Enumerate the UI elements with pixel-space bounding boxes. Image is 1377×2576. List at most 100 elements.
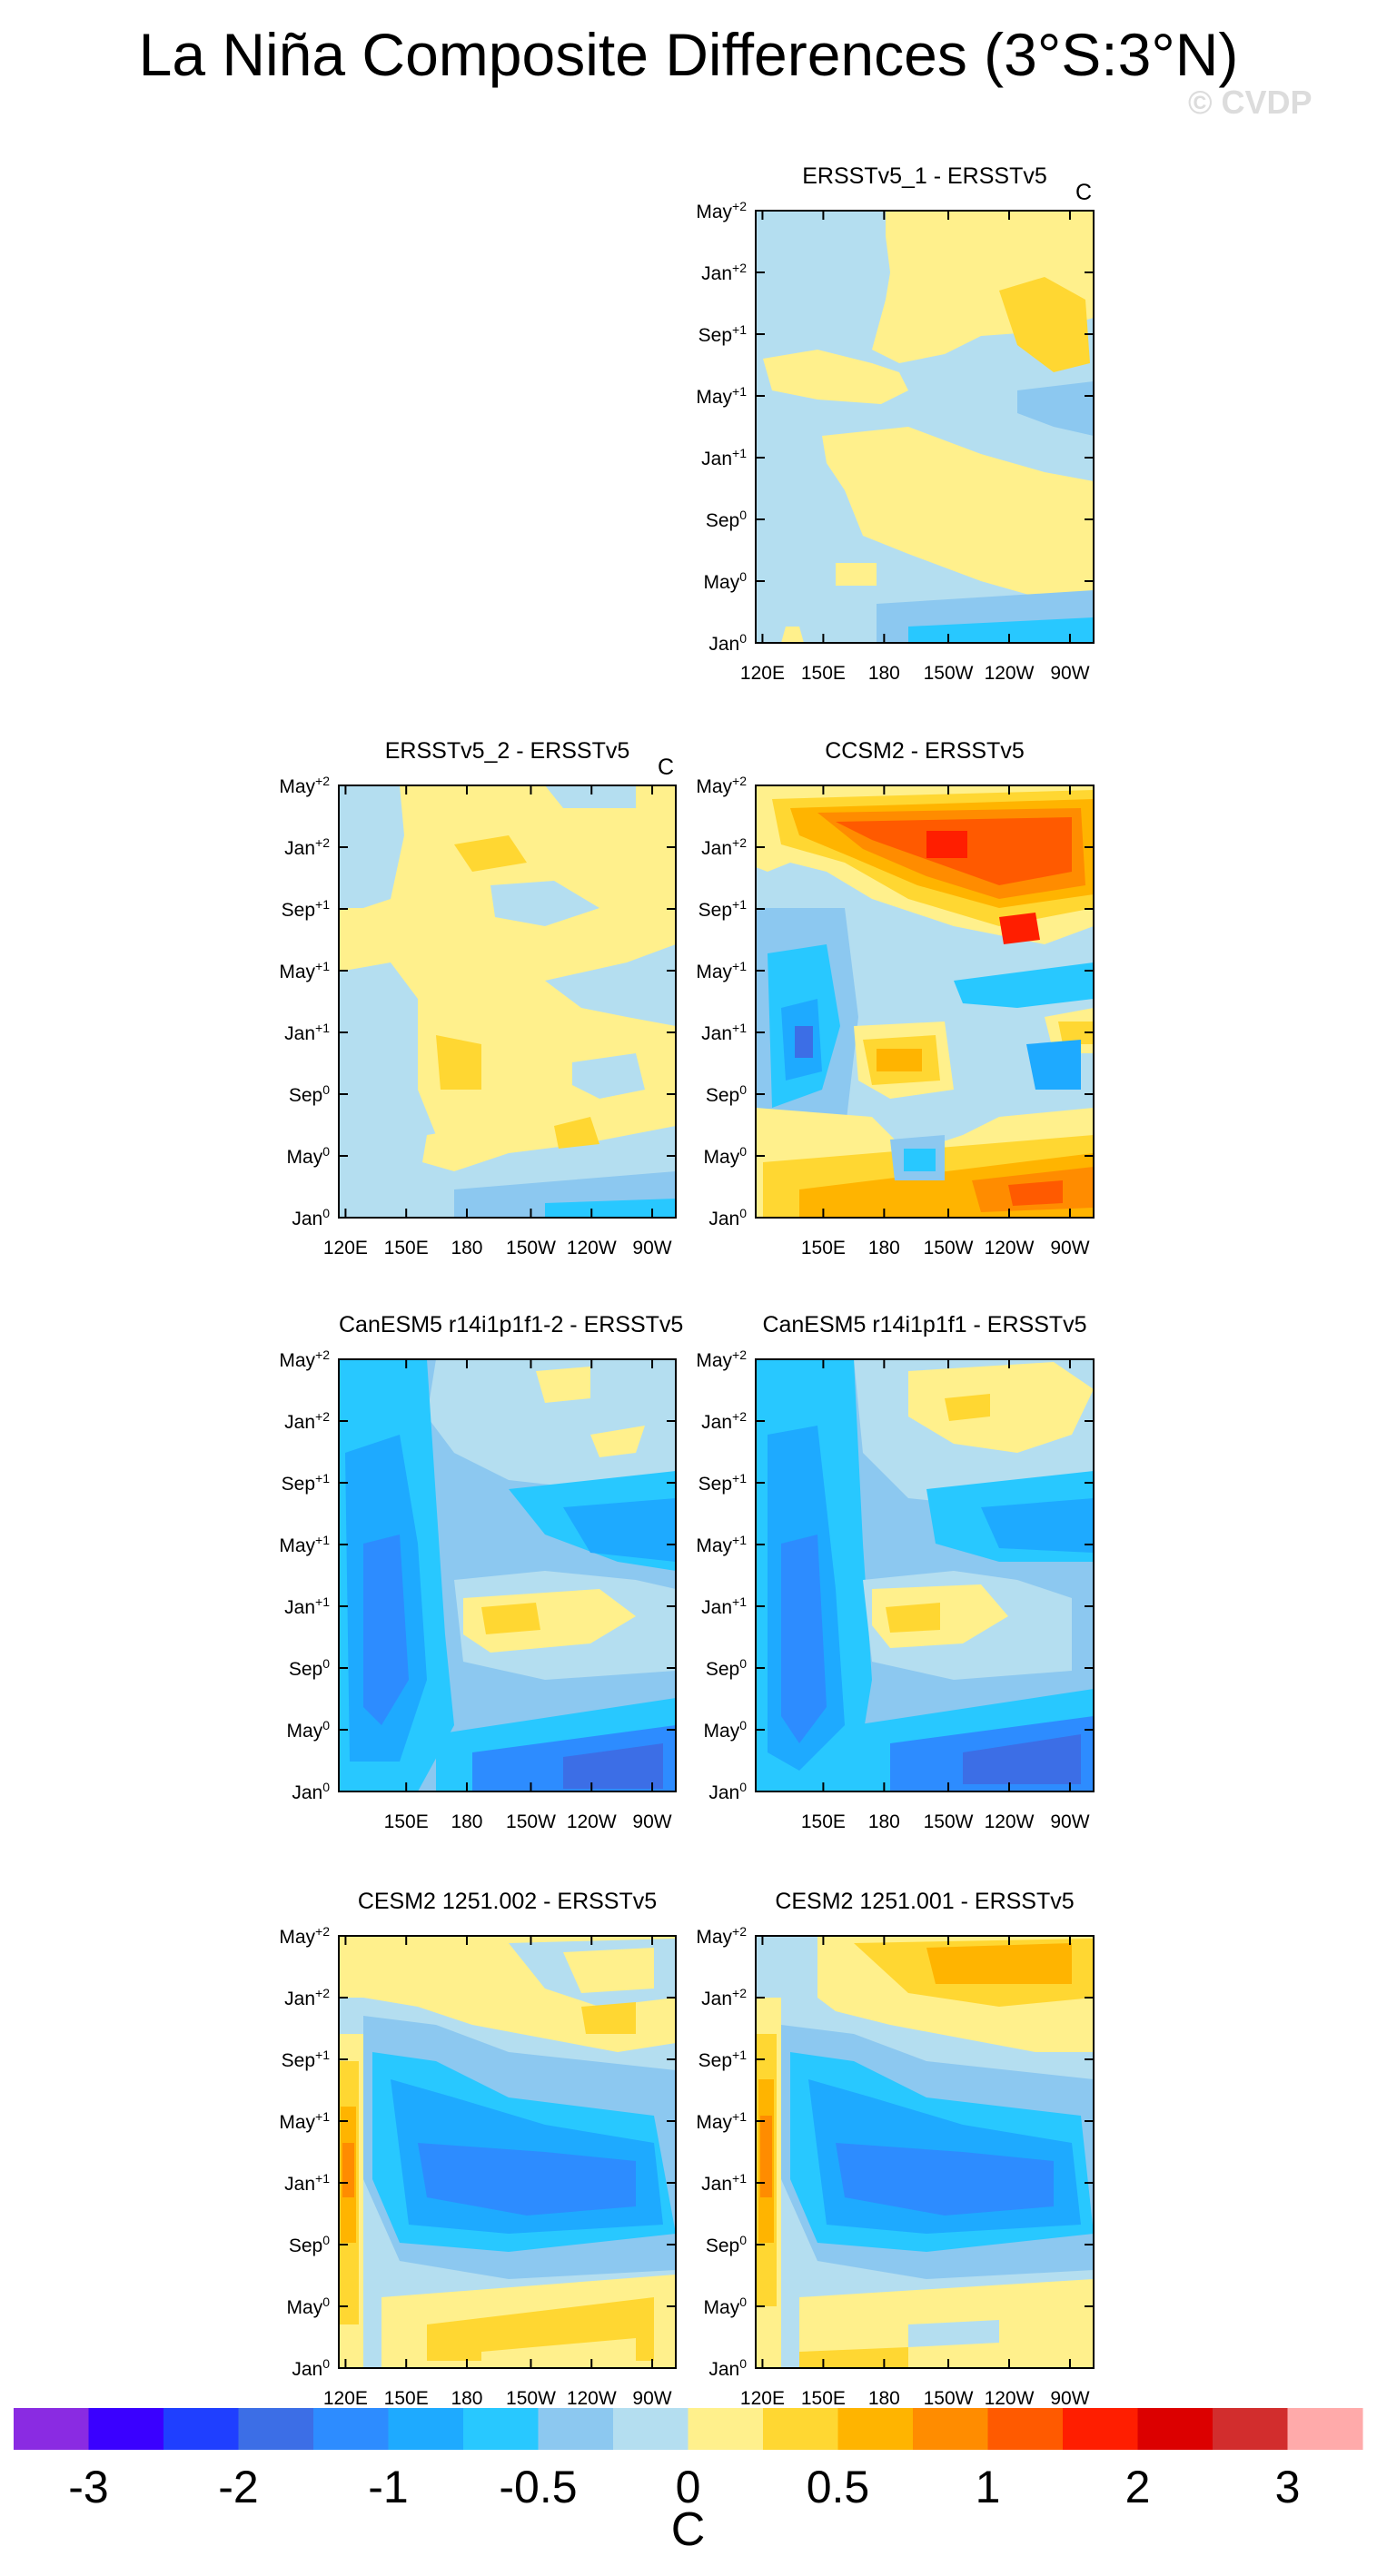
x-tick-label: 150W	[506, 1811, 556, 1832]
y-tick-label: Sep0	[683, 2233, 747, 2257]
colorbar-swatch	[1063, 2408, 1138, 2450]
x-tick-label: 180	[867, 1811, 900, 1832]
y-tick-month: May	[696, 1927, 733, 1948]
y-tick-label: Jan0	[266, 1780, 330, 1804]
y-tick-month: Sep	[288, 2235, 323, 2256]
y-tick-year: +2	[732, 261, 747, 275]
colorbar-swatch	[837, 2408, 914, 2450]
panel-frame	[755, 210, 1095, 644]
colorbar-swatch	[1213, 2408, 1288, 2450]
y-tick-year: +1	[315, 2109, 330, 2124]
x-tick-label: 150E	[800, 663, 846, 684]
y-tick-month: Jan	[708, 2359, 740, 2380]
panel-title: CanESM5 r14i1p1f1-2 - ERSSTv5	[339, 1312, 684, 1337]
y-tick-month: Jan	[701, 838, 733, 859]
y-tick-year: +1	[732, 2109, 747, 2124]
y-tick-month: Sep	[698, 900, 733, 921]
y-tick-month: Jan	[701, 1412, 733, 1433]
y-tick-year: 0	[322, 2233, 330, 2247]
panel-frame	[755, 1358, 1095, 1792]
y-tick-label: Sep+1	[683, 897, 747, 922]
x-tick-label: 90W	[1050, 663, 1090, 684]
y-tick-year: +1	[732, 446, 747, 460]
y-tick-month: May	[696, 2112, 733, 2133]
y-tick-month: Jan	[701, 2174, 733, 2195]
y-tick-month: May	[279, 1927, 316, 1948]
y-tick-year: 0	[322, 2295, 330, 2309]
y-tick-year: 0	[739, 569, 747, 584]
y-tick-label: Sep0	[683, 508, 747, 532]
y-tick-month: May	[696, 1350, 733, 1371]
y-tick-month: Jan	[701, 1989, 733, 2009]
heatmap-panel-canesm5	[756, 1359, 1094, 1791]
heatmap-panel-canesm5-2	[339, 1359, 676, 1791]
y-tick-label: Sep0	[683, 1656, 747, 1681]
y-tick-year: 0	[322, 2356, 330, 2371]
y-tick-month: May	[696, 1535, 733, 1556]
panel-title: CCSM2 - ERSSTv5	[825, 738, 1025, 764]
colorbar-tick-label: -1	[368, 2462, 409, 2512]
y-tick-year: +1	[732, 1594, 747, 1609]
y-tick-month: Jan	[284, 838, 316, 859]
x-tick-label: 150W	[923, 1811, 974, 1832]
y-tick-month: May	[703, 2297, 740, 2318]
x-tick-label: 150E	[800, 1811, 846, 1832]
x-tick-label: 120E	[322, 2388, 368, 2409]
x-tick-label: 120E	[739, 663, 785, 684]
y-tick-year: +2	[315, 1347, 330, 1362]
y-tick-month: Jan	[701, 1023, 733, 1044]
y-tick-label: Sep+1	[683, 2048, 747, 2072]
y-tick-label: Sep+1	[683, 1471, 747, 1495]
y-tick-year: 0	[739, 2356, 747, 2371]
colorbar-tick-label: 0	[675, 2462, 701, 2512]
y-tick-month: Jan	[701, 1597, 733, 1618]
y-tick-month: May	[696, 202, 733, 222]
colorbar-swatch	[238, 2408, 314, 2450]
x-tick-label: 120W	[566, 2388, 617, 2409]
y-tick-month: Jan	[284, 1023, 316, 1044]
heatmap-panel-cesm2-002	[339, 1936, 676, 2368]
y-tick-year: +2	[315, 1986, 330, 2000]
y-tick-label: Sep0	[266, 2233, 330, 2257]
y-tick-year: +1	[315, 897, 330, 912]
colorbar-tick-label: 2	[1124, 2462, 1151, 2512]
colorbar-swatch	[987, 2408, 1064, 2450]
y-tick-year: 0	[739, 1780, 747, 1794]
y-tick-label: May+2	[683, 774, 747, 798]
y-tick-label: Sep+1	[266, 1471, 330, 1495]
y-tick-year: +2	[732, 199, 747, 213]
colorbar-swatch	[163, 2408, 239, 2450]
y-tick-year: 0	[322, 1082, 330, 1097]
y-tick-year: +2	[732, 1986, 747, 2000]
x-tick-label: 150E	[800, 1238, 846, 1258]
y-tick-month: Sep	[288, 1085, 323, 1106]
y-tick-label: Jan+1	[683, 1021, 747, 1045]
y-tick-label: Jan0	[683, 1780, 747, 1804]
figure-title: La Niña Composite Differences (3°S:3°N)	[138, 21, 1239, 88]
y-tick-month: Jan	[701, 263, 733, 284]
colorbar-tick-label: 3	[1274, 2462, 1301, 2512]
panel-frames	[338, 210, 1095, 2369]
panel-frame	[338, 785, 677, 1219]
x-tick-label: 180	[867, 663, 900, 684]
y-tick-month: May	[703, 1721, 740, 1742]
y-tick-year: +1	[732, 959, 747, 973]
x-tick-label: 90W	[632, 1811, 672, 1832]
colorbar-tick-label: 1	[975, 2462, 1001, 2512]
x-tick-label: 120W	[566, 1811, 617, 1832]
colorbar-tick-label: -0.5	[499, 2462, 578, 2512]
y-tick-label: Jan+2	[683, 835, 747, 860]
y-tick-month: Sep	[288, 1659, 323, 1680]
heatmap-panel-ersstv5-2	[339, 785, 676, 1218]
x-tick-label: 180	[451, 1811, 483, 1832]
panel-unit-label: C	[1075, 180, 1093, 205]
heatmap-panel-ersstv5-1	[756, 211, 1094, 643]
y-tick-label: Jan+1	[683, 2171, 747, 2196]
y-tick-year: +2	[732, 835, 747, 850]
y-tick-month: May	[696, 387, 733, 408]
x-tick-label: 90W	[1050, 1238, 1090, 1258]
y-tick-month: May	[703, 1147, 740, 1168]
x-tick-label: 120E	[739, 2388, 785, 2409]
y-tick-year: +1	[315, 1533, 330, 1547]
